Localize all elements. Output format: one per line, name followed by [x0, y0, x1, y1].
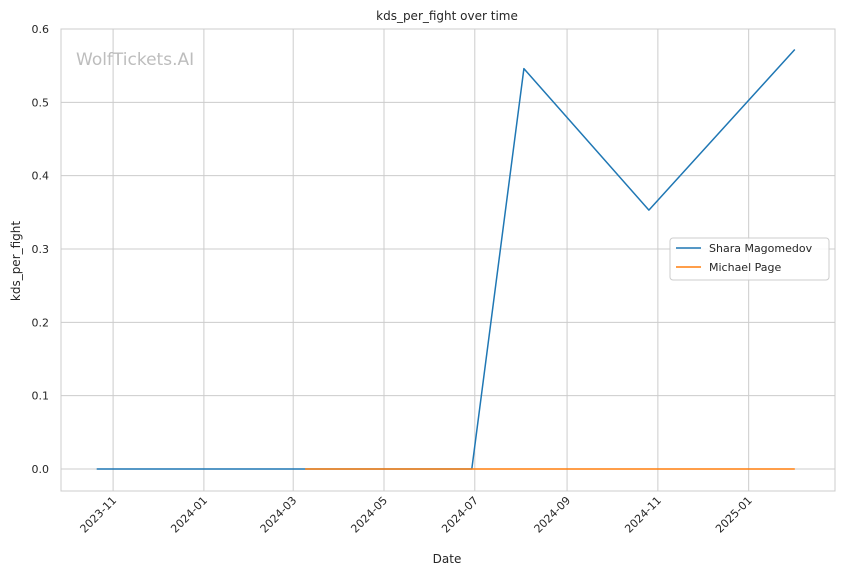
y-tick-label: 0.3 [32, 243, 50, 256]
y-tick-label: 0.0 [32, 463, 50, 476]
plot-frame [60, 28, 836, 492]
y-tick-labels: 0.0 0.1 0.2 0.3 0.4 0.5 0.6 [32, 23, 50, 476]
legend-box [669, 237, 830, 281]
x-tick-label: 2024-01 [168, 494, 210, 536]
y-tick-label: 0.5 [32, 96, 50, 109]
x-tick-label: 2023-11 [78, 494, 120, 536]
grid [61, 28, 835, 491]
x-tick-label: 2025-01 [713, 494, 755, 536]
x-axis-label: Date [433, 552, 462, 566]
legend-label-michael-page: Michael Page [709, 261, 781, 274]
x-tick-label: 2024-11 [622, 494, 664, 536]
x-tick-label: 2024-09 [532, 494, 574, 536]
y-tick-label: 0.1 [32, 390, 50, 403]
legend: Shara Magomedov Michael Page [669, 237, 830, 281]
x-tick-label: 2024-03 [258, 494, 300, 536]
y-tick-label: 0.4 [32, 170, 50, 183]
x-tick-labels: 2023-11 2024-01 2024-03 2024-05 2024-07 2024-… [78, 494, 755, 536]
x-tick-label: 2024-07 [439, 494, 481, 536]
series-lines [96, 48, 796, 470]
x-tick-label: 2024-05 [348, 494, 390, 536]
y-tick-label: 0.6 [32, 23, 50, 36]
watermark: WolfTickets.AI [76, 50, 194, 70]
y-tick-label: 0.2 [32, 316, 50, 329]
legend-label-shara-magomedov: Shara Magomedov [709, 242, 813, 255]
chart-title: kds_per_fight over time [376, 9, 518, 23]
y-axis-label: kds_per_fight [9, 221, 23, 302]
series-line-shara-magomedov [96, 48, 796, 470]
